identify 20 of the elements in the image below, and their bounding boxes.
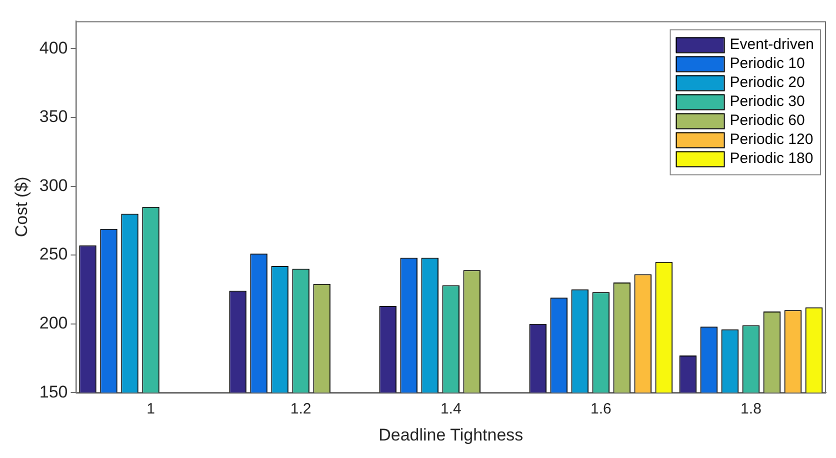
y-tick-label: 400 xyxy=(39,38,68,58)
legend-label: Event-driven xyxy=(730,36,814,53)
legend-label: Periodic 60 xyxy=(730,112,805,129)
x-tick-label: 1.4 xyxy=(440,400,462,418)
y-tick-label: 150 xyxy=(39,382,68,402)
y-tick-label: 200 xyxy=(39,314,68,333)
y-tick-label: 250 xyxy=(39,244,68,264)
x-tick-label: 1.2 xyxy=(290,400,312,418)
legend-label: Periodic 180 xyxy=(730,150,814,167)
legend-label: Periodic 20 xyxy=(730,74,805,91)
legend-label: Periodic 120 xyxy=(730,130,814,148)
x-tick-label: 1 xyxy=(146,400,155,418)
y-tick-label: 300 xyxy=(39,176,68,195)
x-tick-label: 1.8 xyxy=(740,400,762,418)
x-axis-title: Deadline Tightness xyxy=(378,425,524,444)
y-axis-title: Cost ($) xyxy=(12,176,31,238)
y-tick-label: 350 xyxy=(39,107,68,126)
legend-label: Periodic 10 xyxy=(730,54,805,72)
x-tick-label: 1.6 xyxy=(590,400,612,418)
legend-label: Periodic 30 xyxy=(730,92,805,110)
